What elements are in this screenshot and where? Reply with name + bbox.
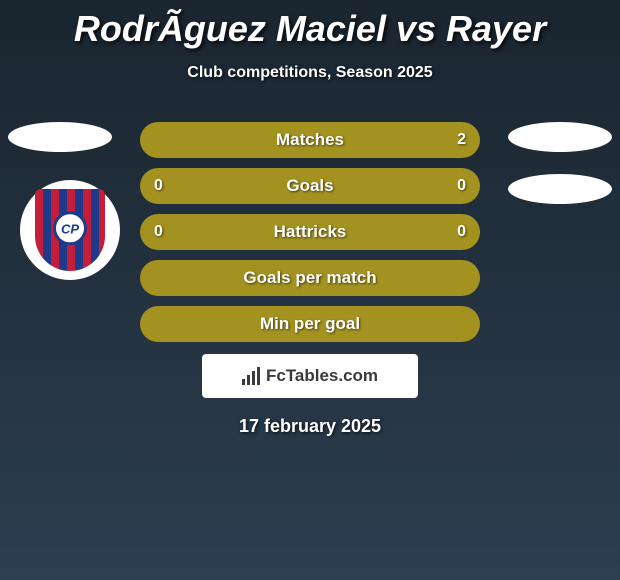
date-label: 17 february 2025 — [0, 416, 620, 437]
brand-box: FcTables.com — [202, 354, 418, 398]
stat-left-value: 0 — [154, 177, 163, 195]
stat-row: Min per goal — [0, 306, 620, 342]
stats-table: Matches 2 0 Goals 0 0 Hattricks 0 Goals … — [0, 122, 620, 342]
subtitle: Club competitions, Season 2025 — [0, 64, 620, 82]
stat-label: Goals per match — [243, 268, 376, 288]
brand-text: FcTables.com — [266, 366, 378, 386]
stat-row: 0 Goals 0 — [0, 168, 620, 204]
stat-label: Goals — [286, 176, 333, 196]
stat-pill-hattricks: 0 Hattricks 0 — [140, 214, 480, 250]
stat-row: 0 Hattricks 0 — [0, 214, 620, 250]
stat-pill-goals: 0 Goals 0 — [140, 168, 480, 204]
stat-pill-min-per-goal: Min per goal — [140, 306, 480, 342]
stat-row: Goals per match — [0, 260, 620, 296]
stat-label: Min per goal — [260, 314, 360, 334]
chart-icon — [242, 367, 260, 385]
stat-pill-goals-per-match: Goals per match — [140, 260, 480, 296]
stat-right-value: 2 — [457, 131, 466, 149]
stat-row: Matches 2 — [0, 122, 620, 158]
stat-label: Hattricks — [274, 222, 347, 242]
page-title: RodrÃ­guez Maciel vs Rayer — [0, 0, 620, 50]
stat-left-value: 0 — [154, 223, 163, 241]
stat-label: Matches — [276, 130, 344, 150]
stat-right-value: 0 — [457, 223, 466, 241]
stat-pill-matches: Matches 2 — [140, 122, 480, 158]
stat-right-value: 0 — [457, 177, 466, 195]
